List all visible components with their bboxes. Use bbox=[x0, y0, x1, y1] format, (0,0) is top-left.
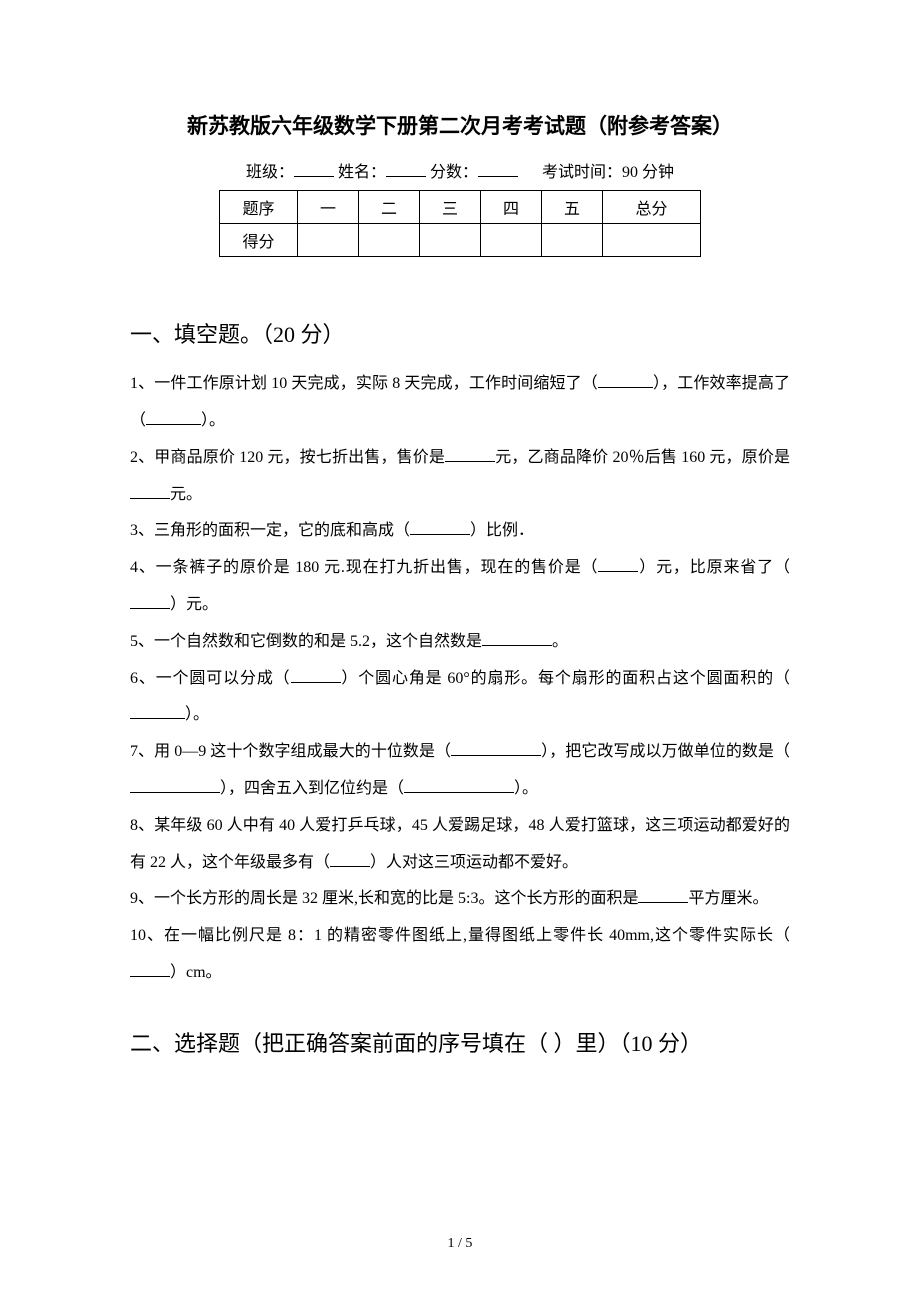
question-3: 3、三角形的面积一定，它的底和高成（ ）比例． bbox=[130, 513, 790, 550]
header-c4: 四 bbox=[481, 191, 542, 224]
q8-blank-1 bbox=[330, 866, 370, 867]
header-c5: 五 bbox=[542, 191, 603, 224]
q2-blank-1 bbox=[445, 461, 495, 462]
header-c3: 三 bbox=[420, 191, 481, 224]
question-7: 7、用 0—9 这十个数字组成最大的十位数是（ ），把它改写成以万做单位的数是（ ）… bbox=[130, 734, 790, 808]
score-c3 bbox=[420, 224, 481, 257]
header-total: 总分 bbox=[603, 191, 701, 224]
q1-blank-2 bbox=[146, 424, 201, 425]
question-5: 5、一个自然数和它倒数的和是 5.2，这个自然数是 。 bbox=[130, 624, 790, 661]
score-c5 bbox=[542, 224, 603, 257]
q7-text-a: 7、用 0—9 这十个数字组成最大的十位数是（ bbox=[130, 743, 451, 760]
exam-page: 新苏教版六年级数学下册第二次月考考试题（附参考答案） 班级： 姓名： 分数： 考… bbox=[0, 0, 920, 1302]
q7-text-c: ），四舍五入到亿位约是（ bbox=[220, 780, 404, 797]
q5-text-b: 。 bbox=[552, 633, 568, 650]
q7-text-d: ）。 bbox=[514, 780, 538, 797]
name-label: 姓名： bbox=[338, 164, 386, 181]
section1-heading: 一、填空题。（20 分） bbox=[130, 317, 790, 352]
q5-blank-1 bbox=[482, 645, 552, 646]
section2-heading: 二、选择题（把正确答案前面的序号填在（ ）里）（10 分） bbox=[130, 1026, 790, 1061]
q8-text-b: ）人对这三项运动都不爱好。 bbox=[370, 854, 578, 871]
q6-blank-2 bbox=[130, 718, 185, 719]
q9-text-a: 9、一个长方形的周长是 32 厘米,长和宽的比是 5:3。这个长方形的面积是 bbox=[130, 890, 638, 907]
q4-text-c: ）元。 bbox=[170, 596, 218, 613]
q10-blank-1 bbox=[130, 976, 170, 977]
q3-blank-1 bbox=[410, 534, 470, 535]
header-c2: 二 bbox=[359, 191, 420, 224]
q7-blank-3 bbox=[404, 792, 514, 793]
page-number: 1 / 5 bbox=[0, 1236, 920, 1252]
header-label: 题序 bbox=[220, 191, 298, 224]
question-6: 6、一个圆可以分成（ ）个圆心角是 60°的扇形。每个扇形的面积占这个圆面积的（ ）… bbox=[130, 661, 790, 735]
score-blank bbox=[478, 160, 518, 177]
q1-blank-1 bbox=[598, 387, 653, 388]
q1-text-a: 1、一件工作原计划 10 天完成，实际 8 天完成，工作时间缩短了（ bbox=[130, 375, 598, 392]
info-line: 班级： 姓名： 分数： 考试时间：90 分钟 bbox=[130, 158, 790, 182]
score-c2 bbox=[359, 224, 420, 257]
question-10: 10、在一幅比例尺是 8：1 的精密零件图纸上,量得图纸上零件长 40mm,这个… bbox=[130, 918, 790, 992]
question-8: 8、某年级 60 人中有 40 人爱打乒乓球，45 人爱踢足球，48 人爱打篮球… bbox=[130, 808, 790, 882]
name-blank bbox=[386, 160, 426, 177]
q6-blank-1 bbox=[291, 682, 341, 683]
score-c1 bbox=[298, 224, 359, 257]
q2-text-c: 元。 bbox=[170, 486, 202, 503]
class-blank bbox=[294, 160, 334, 177]
q6-text-c: ）。 bbox=[185, 706, 209, 723]
q7-text-b: ），把它改写成以万做单位的数是（ bbox=[541, 743, 790, 760]
question-9: 9、一个长方形的周长是 32 厘米,长和宽的比是 5:3。这个长方形的面积是 平方… bbox=[130, 881, 790, 918]
score-label: 分数： bbox=[430, 164, 478, 181]
header-c1: 一 bbox=[298, 191, 359, 224]
q3-text-a: 3、三角形的面积一定，它的底和高成（ bbox=[130, 522, 410, 539]
q10-text-a: 10、在一幅比例尺是 8：1 的精密零件图纸上,量得图纸上零件长 40mm,这个… bbox=[130, 927, 790, 944]
score-table: 题序 一 二 三 四 五 总分 得分 bbox=[219, 190, 701, 257]
q9-text-b: 平方厘米。 bbox=[688, 890, 768, 907]
question-1: 1、一件工作原计划 10 天完成，实际 8 天完成，工作时间缩短了（），工作效率… bbox=[130, 366, 790, 440]
score-table-score-row: 得分 bbox=[220, 224, 701, 257]
question-2: 2、甲商品原价 120 元，按七折出售，售价是 元，乙商品降价 20％后售 160… bbox=[130, 440, 790, 514]
time-label: 考试时间：90 分钟 bbox=[542, 164, 674, 181]
q2-text-a: 2、甲商品原价 120 元，按七折出售，售价是 bbox=[130, 449, 445, 466]
score-c4 bbox=[481, 224, 542, 257]
q2-blank-2 bbox=[130, 498, 170, 499]
q6-text-b: ）个圆心角是 60°的扇形。每个扇形的面积占这个圆面积的（ bbox=[341, 670, 790, 687]
q7-blank-1 bbox=[451, 755, 541, 756]
score-total bbox=[603, 224, 701, 257]
q3-text-b: ）比例． bbox=[470, 522, 534, 539]
q7-blank-2 bbox=[130, 792, 220, 793]
question-4: 4、一条裤子的原价是 180 元.现在打九折出售，现在的售价是（ ）元，比原来省了… bbox=[130, 550, 790, 624]
q1-text-c: ）。 bbox=[201, 412, 225, 429]
q4-text-b: ）元，比原来省了（ bbox=[638, 559, 790, 576]
q4-text-a: 4、一条裤子的原价是 180 元.现在打九折出售，现在的售价是（ bbox=[130, 559, 598, 576]
q4-blank-2 bbox=[130, 608, 170, 609]
score-row-label: 得分 bbox=[220, 224, 298, 257]
q10-text-b: ）cm。 bbox=[170, 964, 222, 981]
score-table-header-row: 题序 一 二 三 四 五 总分 bbox=[220, 191, 701, 224]
q4-blank-1 bbox=[598, 571, 638, 572]
q5-text-a: 5、一个自然数和它倒数的和是 5.2，这个自然数是 bbox=[130, 633, 482, 650]
q2-text-b: 元，乙商品降价 20％后售 160 元，原价是 bbox=[495, 449, 790, 466]
class-label: 班级： bbox=[246, 164, 294, 181]
exam-title: 新苏教版六年级数学下册第二次月考考试题（附参考答案） bbox=[130, 110, 790, 140]
q9-blank-1 bbox=[638, 902, 688, 903]
q6-text-a: 6、一个圆可以分成（ bbox=[130, 670, 291, 687]
